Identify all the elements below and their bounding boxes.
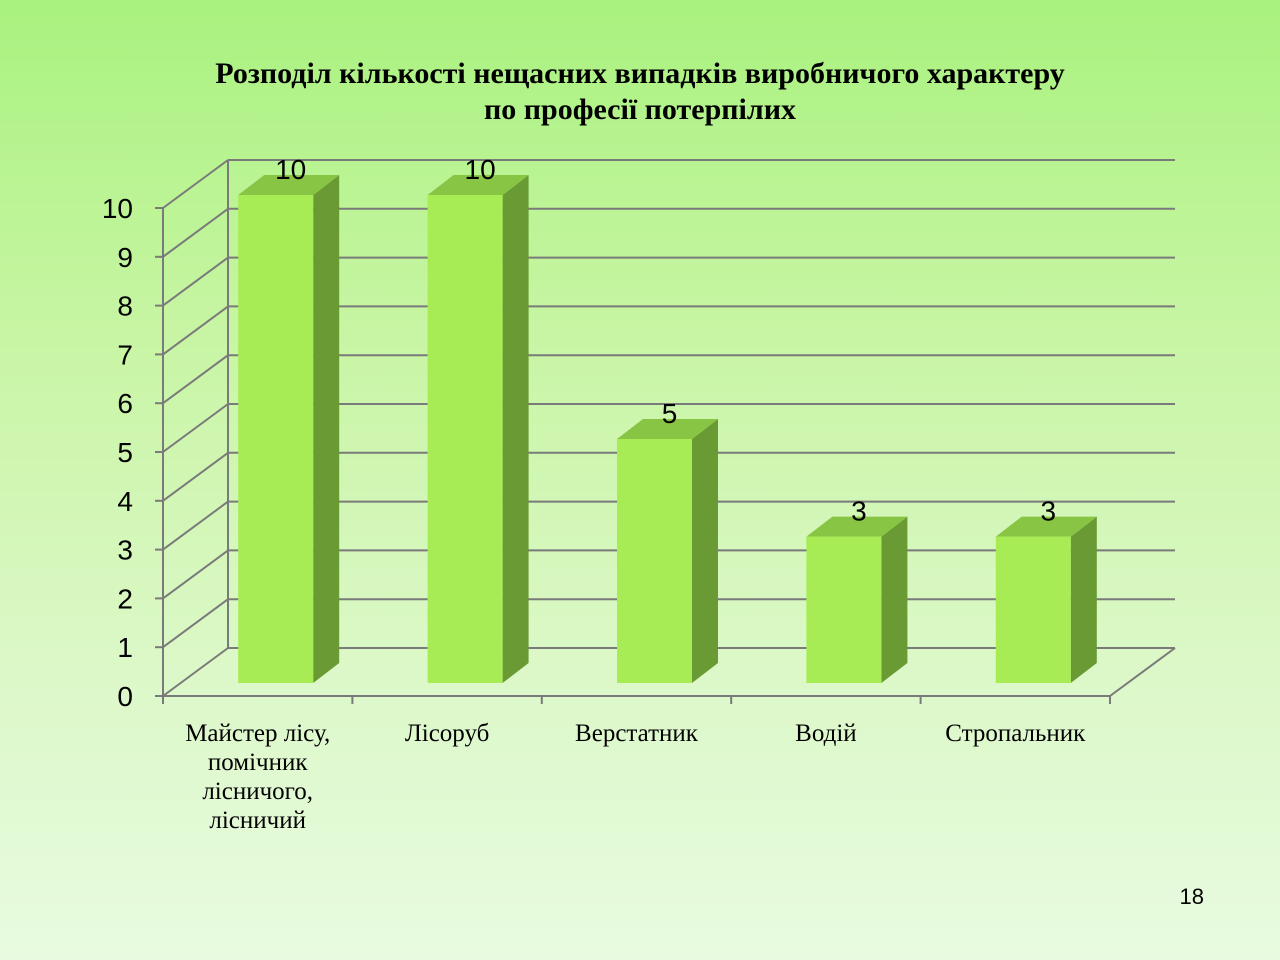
y-tick-label: 1: [117, 632, 133, 663]
category-label-line: Верстатник: [575, 720, 699, 747]
category-label-line: Водій: [795, 720, 857, 747]
bar-top: [427, 175, 529, 195]
bar: [238, 175, 340, 683]
bar-side: [881, 516, 908, 683]
y-tick-label: 2: [117, 583, 133, 614]
bar-front: [995, 536, 1071, 683]
category-label-line: лісничого,: [202, 778, 313, 805]
category-label-line: Стропальник: [945, 720, 1086, 747]
y-tick-label: 0: [117, 681, 133, 712]
wall-gridline: [162, 354, 229, 405]
data-label: 3: [851, 496, 867, 527]
y-tick-label: 5: [117, 437, 133, 468]
data-label: 10: [465, 154, 496, 185]
bar-top: [806, 516, 908, 537]
bar: [806, 516, 908, 683]
chart-title: Розподіл кількості нещасних випадків вир…: [140, 56, 1140, 128]
wall-gridline: [162, 159, 229, 209]
category-label: Майстер лісу, помічник лісничого, лісничий: [185, 720, 330, 834]
bar-side: [313, 175, 340, 683]
category-label-line: Майстер лісу,: [185, 720, 330, 747]
category-label-line: помічник: [208, 749, 309, 776]
bar-top: [995, 516, 1097, 537]
wall-gridline: [162, 549, 229, 600]
bar-side: [502, 175, 529, 683]
bar-top: [238, 175, 340, 195]
wall-gridline: [162, 647, 229, 697]
category-label-line: Лісоруб: [405, 720, 490, 747]
bar-front: [617, 439, 692, 683]
category-label-line: лісничий: [209, 807, 306, 834]
wall-gridline: [162, 256, 229, 307]
bar: [617, 419, 718, 683]
category-label: Стропальник: [945, 720, 1086, 747]
y-tick-label: 3: [117, 535, 133, 566]
category-label: Водій: [795, 720, 857, 747]
y-tick-label: 9: [117, 242, 133, 273]
page-number: 18: [1179, 884, 1204, 909]
bar: [427, 175, 529, 683]
floor-right-edge: [1109, 647, 1176, 697]
data-label: 5: [662, 398, 678, 429]
chart-title-line-1: Розподіл кількості нещасних випадків вир…: [215, 57, 1065, 90]
wall-gridline: [162, 305, 229, 356]
bar-side: [692, 419, 718, 683]
bar-front: [238, 195, 314, 683]
category-label: Верстатник: [575, 720, 699, 747]
bar-top: [617, 419, 718, 439]
bar-front: [427, 195, 503, 683]
data-label: 3: [1041, 496, 1057, 527]
bar-side: [1070, 516, 1097, 683]
y-tick-label: 7: [117, 339, 133, 370]
y-tick-label: 4: [117, 486, 133, 517]
wall-gridline: [162, 598, 229, 649]
bar-front: [806, 536, 882, 683]
bar: [995, 516, 1097, 683]
data-label: 10: [275, 154, 306, 185]
category-label: Лісоруб: [405, 720, 490, 747]
y-tick-label: 8: [117, 291, 133, 322]
wall-gridline: [162, 500, 229, 551]
chart-title-line-2: по професії потерпілих: [483, 93, 797, 126]
wall-gridline: [162, 403, 229, 453]
y-tick-label: 10: [102, 193, 133, 224]
wall-gridline: [162, 207, 229, 258]
wall-gridline: [162, 451, 229, 502]
y-tick-label: 6: [117, 388, 133, 419]
